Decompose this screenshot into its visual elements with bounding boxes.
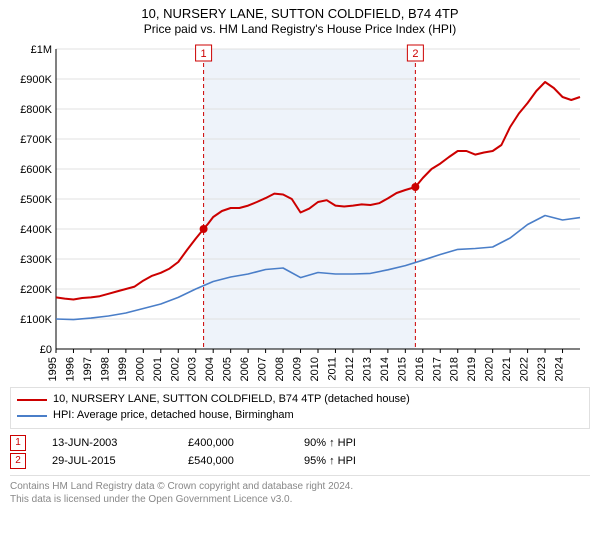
svg-text:1999: 1999	[117, 357, 129, 381]
svg-text:£100K: £100K	[20, 314, 52, 326]
transaction-row: 2 29-JUL-2015 £540,000 95% ↑ HPI	[10, 453, 590, 469]
tx-hpi: 95% ↑ HPI	[304, 455, 356, 467]
price-chart: £0 £100K £200K £300K £400K £500K £600K £700K £80…	[10, 41, 590, 381]
svg-text:2019: 2019	[466, 357, 478, 381]
legend-swatch	[17, 415, 47, 417]
svg-text:2020: 2020	[484, 357, 496, 381]
tx-price: £400,000	[188, 437, 278, 449]
svg-text:£700K: £700K	[20, 134, 52, 146]
transaction-table: 1 13-JUN-2003 £400,000 90% ↑ HPI 2 29-JU…	[10, 435, 590, 469]
svg-text:£200K: £200K	[20, 284, 52, 296]
svg-text:2017: 2017	[431, 357, 443, 381]
tx-hpi: 90% ↑ HPI	[304, 437, 356, 449]
svg-text:£500K: £500K	[20, 194, 52, 206]
svg-text:£300K: £300K	[20, 254, 52, 266]
svg-text:2015: 2015	[396, 357, 408, 381]
svg-text:2010: 2010	[309, 357, 321, 381]
svg-text:2014: 2014	[379, 357, 391, 381]
svg-text:2023: 2023	[536, 357, 548, 381]
svg-text:2008: 2008	[274, 357, 286, 381]
svg-text:£1M: £1M	[31, 44, 52, 56]
svg-text:2016: 2016	[414, 357, 426, 381]
footer-line: Contains HM Land Registry data © Crown c…	[10, 480, 590, 493]
svg-text:1997: 1997	[82, 357, 94, 381]
svg-text:2002: 2002	[169, 357, 181, 381]
svg-text:2013: 2013	[361, 357, 373, 381]
svg-text:2022: 2022	[519, 357, 531, 381]
legend-label: 10, NURSERY LANE, SUTTON COLDFIELD, B74 …	[53, 392, 410, 408]
svg-text:2: 2	[412, 48, 418, 60]
svg-text:2000: 2000	[134, 357, 146, 381]
svg-text:2011: 2011	[326, 357, 338, 381]
svg-text:£0: £0	[40, 344, 52, 356]
title-sub: Price paid vs. HM Land Registry's House …	[10, 22, 590, 37]
svg-text:2012: 2012	[344, 357, 356, 381]
tx-marker-icon: 1	[10, 435, 26, 451]
footer: Contains HM Land Registry data © Crown c…	[10, 475, 590, 506]
svg-text:1: 1	[201, 48, 207, 60]
tx-date: 13-JUN-2003	[52, 437, 162, 449]
svg-text:2004: 2004	[204, 357, 216, 381]
tx-marker-icon: 2	[10, 453, 26, 469]
svg-text:1995: 1995	[47, 357, 59, 381]
svg-text:2007: 2007	[257, 357, 269, 381]
svg-text:2005: 2005	[222, 357, 234, 381]
chart-wrap: £0 £100K £200K £300K £400K £500K £600K £700K £80…	[10, 41, 590, 381]
svg-text:£600K: £600K	[20, 164, 52, 176]
svg-text:2001: 2001	[152, 357, 164, 381]
tx-date: 29-JUL-2015	[52, 455, 162, 467]
svg-text:2021: 2021	[501, 357, 513, 381]
transaction-row: 1 13-JUN-2003 £400,000 90% ↑ HPI	[10, 435, 590, 451]
chart-container: 10, NURSERY LANE, SUTTON COLDFIELD, B74 …	[0, 0, 600, 560]
svg-text:2018: 2018	[449, 357, 461, 381]
footer-line: This data is licensed under the Open Gov…	[10, 493, 590, 506]
legend-label: HPI: Average price, detached house, Birm…	[53, 408, 294, 424]
title-block: 10, NURSERY LANE, SUTTON COLDFIELD, B74 …	[10, 6, 590, 37]
svg-text:1996: 1996	[64, 357, 76, 381]
svg-text:2024: 2024	[554, 357, 566, 381]
svg-text:2009: 2009	[292, 357, 304, 381]
legend-item: HPI: Average price, detached house, Birm…	[17, 408, 583, 424]
legend-swatch	[17, 399, 47, 401]
svg-text:£900K: £900K	[20, 74, 52, 86]
svg-text:2003: 2003	[187, 357, 199, 381]
svg-text:£800K: £800K	[20, 104, 52, 116]
legend-box: 10, NURSERY LANE, SUTTON COLDFIELD, B74 …	[10, 387, 590, 429]
svg-text:1998: 1998	[99, 357, 111, 381]
svg-text:£400K: £400K	[20, 224, 52, 236]
legend-item: 10, NURSERY LANE, SUTTON COLDFIELD, B74 …	[17, 392, 583, 408]
tx-price: £540,000	[188, 455, 278, 467]
title-main: 10, NURSERY LANE, SUTTON COLDFIELD, B74 …	[10, 6, 590, 22]
svg-text:2006: 2006	[239, 357, 251, 381]
